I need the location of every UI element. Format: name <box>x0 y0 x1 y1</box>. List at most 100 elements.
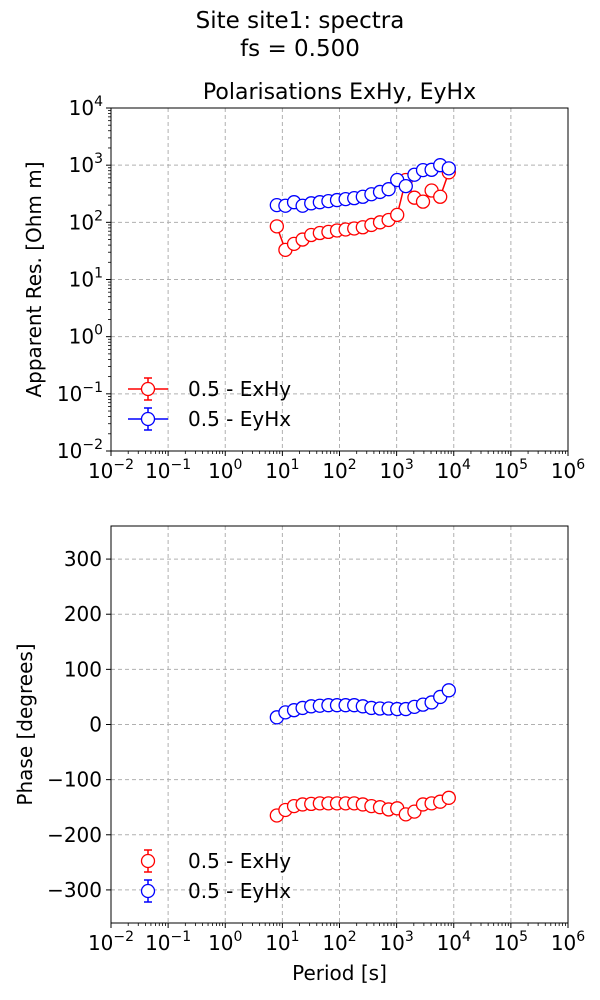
x-tick-label-base: 10 <box>265 459 290 483</box>
x-tick-label: 101 <box>265 457 299 483</box>
data-point <box>433 189 448 204</box>
x-tick-label-exponent: 6 <box>576 457 585 473</box>
y-tick-label: 101 <box>69 266 103 292</box>
legend-label: 0.5 - EyHx <box>188 879 291 903</box>
y-tick-label-exponent: −1 <box>82 380 103 396</box>
x-tick-label: 100 <box>208 457 242 483</box>
y-tick-label-base: 10 <box>57 382 82 406</box>
y-tick-label: 10−1 <box>57 380 103 406</box>
data-point <box>441 161 456 176</box>
phase-plot: 10−2 10−1 100 101 102 103 104 105 106−300−200−10… <box>13 525 585 985</box>
figure-title-line2: fs = 0.500 <box>240 36 360 62</box>
axes-title: Polarisations ExHy, EyHx <box>203 80 476 105</box>
x-tick-label-base: 10 <box>145 931 170 955</box>
resistivity-plot: 10−2 10−1 100 101 102 103 104 105 10610−210−1100… <box>22 80 585 483</box>
legend-item-1: 0.5 - EyHx <box>140 879 291 903</box>
x-tick-label-base: 10 <box>322 931 347 955</box>
legend-item-0: 0.5 - ExHy <box>128 377 291 401</box>
x-tick-label: 102 <box>322 929 356 955</box>
x-tick-label: 10−2 <box>88 457 134 483</box>
legend-label: 0.5 - ExHy <box>188 849 291 873</box>
x-tick-label-base: 10 <box>265 931 290 955</box>
x-tick-label-base: 10 <box>208 459 233 483</box>
y-axis-label: Apparent Res. [Ohm m] <box>22 161 46 397</box>
data-point <box>398 178 413 194</box>
legend-marker <box>140 883 156 899</box>
y-tick-label-exponent: 1 <box>94 266 103 282</box>
series-1 <box>269 683 456 725</box>
x-tick-label: 102 <box>322 457 356 483</box>
x-tick-label: 101 <box>265 929 299 955</box>
x-tick-label-base: 10 <box>379 459 404 483</box>
x-tick-label-exponent: 4 <box>462 457 471 473</box>
x-tick-label-exponent: −2 <box>113 929 134 945</box>
x-tick-label-exponent: 5 <box>519 457 528 473</box>
x-tick-label-exponent: 4 <box>462 929 471 945</box>
series-1 <box>269 158 456 213</box>
x-tick-label: 103 <box>379 929 413 955</box>
y-tick-label: −300 <box>47 878 102 902</box>
x-tick-label-exponent: 3 <box>405 457 414 473</box>
legend: 0.5 - ExHy 0.5 - EyHx <box>140 849 291 903</box>
x-tick-label: 10−2 <box>88 929 134 955</box>
figure-title-line1: Site site1: spectra <box>196 8 405 34</box>
legend-item-0: 0.5 - ExHy <box>140 849 291 873</box>
x-tick-label-base: 10 <box>437 931 462 955</box>
x-tick-label-base: 10 <box>494 459 519 483</box>
y-axis-label: Phase [degrees] <box>13 643 37 805</box>
x-tick-label-base: 10 <box>322 459 347 483</box>
y-tick-label: 100 <box>64 657 102 681</box>
x-tick-label-base: 10 <box>88 459 113 483</box>
x-tick-label-exponent: 5 <box>519 929 528 945</box>
data-point <box>269 219 284 234</box>
axes-frame <box>110 107 569 452</box>
legend: 0.5 - ExHy 0.5 - EyHx <box>128 377 291 431</box>
x-tick-label: 100 <box>208 929 242 955</box>
y-tick-label-base: 10 <box>69 268 94 292</box>
y-tick-label-exponent: 2 <box>94 208 103 224</box>
x-tick-label: 10−1 <box>145 457 191 483</box>
y-tick-label: 103 <box>69 151 103 177</box>
x-axis-label: Period [s] <box>292 961 387 985</box>
y-tick-label-base: 10 <box>69 153 94 177</box>
y-tick-label-exponent: 3 <box>94 151 103 167</box>
y-tick-label: 200 <box>64 602 102 626</box>
y-tick-label: 10−2 <box>57 437 103 463</box>
x-tick-label: 103 <box>379 457 413 483</box>
data-point <box>390 207 405 223</box>
x-tick-label-base: 10 <box>379 931 404 955</box>
legend-label: 0.5 - EyHx <box>188 407 291 431</box>
x-tick-label-exponent: 1 <box>291 457 300 473</box>
legend-item-1: 0.5 - EyHx <box>128 407 291 431</box>
y-tick-label-base: 10 <box>57 439 82 463</box>
y-tick-label-base: 10 <box>69 96 94 120</box>
x-tick-label-base: 10 <box>208 931 233 955</box>
series-0 <box>269 790 456 823</box>
y-tick-label: 102 <box>69 208 103 234</box>
x-tick-label-base: 10 <box>551 459 576 483</box>
data-point <box>415 194 431 209</box>
y-tick-label-exponent: 4 <box>94 94 103 110</box>
x-tick-label-exponent: 2 <box>348 929 357 945</box>
y-tick-label: 300 <box>64 547 102 571</box>
x-tick-label: 106 <box>551 457 585 483</box>
y-tick-label-exponent: −2 <box>82 437 103 453</box>
y-tick-label-exponent: 0 <box>94 323 103 339</box>
x-tick-label-base: 10 <box>494 931 519 955</box>
x-tick-label-exponent: 3 <box>405 929 414 945</box>
x-tick-label: 105 <box>494 929 528 955</box>
x-tick-label-base: 10 <box>437 459 462 483</box>
x-tick-label-exponent: 1 <box>291 929 300 945</box>
x-tick-label-exponent: 0 <box>234 929 243 945</box>
legend-label: 0.5 - ExHy <box>188 377 291 401</box>
x-tick-label-base: 10 <box>145 459 170 483</box>
legend-marker <box>140 381 156 397</box>
y-tick-label: 100 <box>69 323 103 349</box>
x-tick-label: 104 <box>437 457 471 483</box>
x-tick-label-exponent: −1 <box>171 929 192 945</box>
x-tick-label-exponent: 6 <box>576 929 585 945</box>
axes-frame <box>110 525 569 924</box>
y-tick-label-base: 10 <box>69 325 94 349</box>
y-tick-label: 104 <box>69 94 103 120</box>
